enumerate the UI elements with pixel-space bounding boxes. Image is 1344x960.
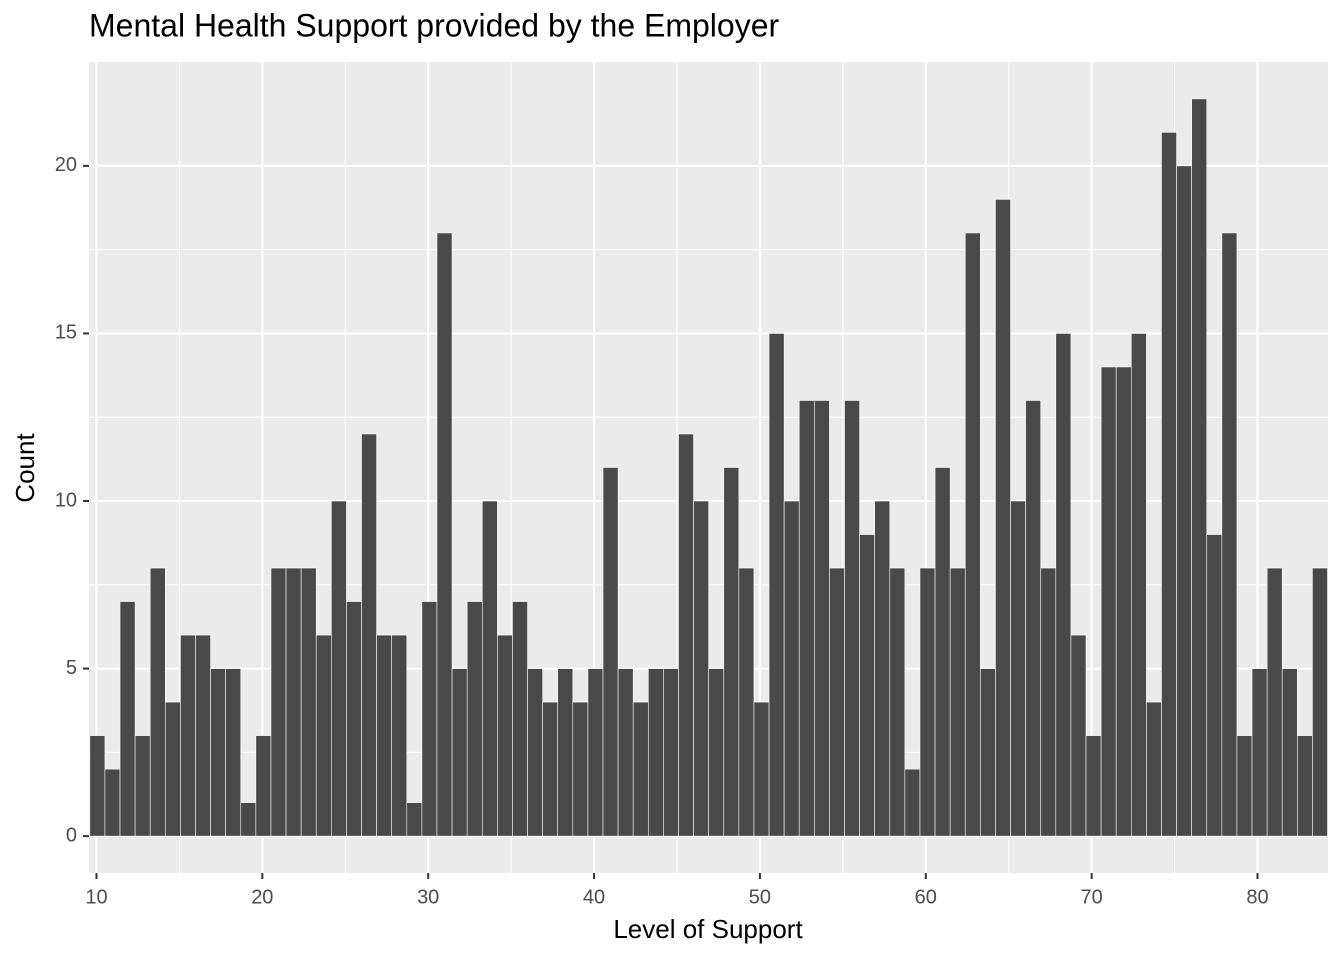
bar — [270, 567, 287, 837]
bar — [542, 701, 559, 837]
bar — [904, 768, 921, 837]
bar — [602, 467, 619, 837]
bar — [1055, 333, 1072, 837]
bar — [753, 701, 770, 837]
bar — [164, 701, 181, 837]
bar — [1040, 567, 1057, 837]
bar — [980, 668, 996, 837]
bar — [934, 467, 951, 837]
bar — [436, 232, 453, 837]
x-tick-label: 40 — [583, 886, 605, 908]
bar — [919, 567, 936, 837]
bar — [1236, 735, 1253, 837]
y-axis-title: Count — [10, 433, 40, 503]
bar — [844, 400, 860, 837]
bar — [497, 634, 513, 837]
bar — [1146, 701, 1162, 837]
bar — [421, 601, 438, 837]
x-tick-label: 20 — [251, 886, 273, 908]
bar — [1070, 634, 1087, 837]
bar — [723, 467, 740, 837]
bar — [391, 634, 408, 837]
bar — [1251, 668, 1268, 837]
bar — [859, 534, 875, 837]
bar — [587, 668, 604, 837]
bar — [134, 735, 151, 837]
y-tick-label: 10 — [55, 489, 77, 511]
bar — [1085, 735, 1102, 837]
bar — [964, 232, 981, 837]
bar — [1176, 165, 1192, 837]
bar — [889, 567, 906, 837]
bar — [995, 199, 1011, 837]
bar — [1206, 534, 1223, 837]
bar — [376, 634, 393, 837]
bar — [104, 768, 121, 837]
bar — [1130, 333, 1147, 837]
bar — [527, 668, 543, 837]
bar — [1266, 567, 1283, 837]
bar — [300, 567, 317, 837]
bar — [647, 668, 664, 837]
bar — [240, 802, 257, 837]
chart-title: Mental Health Support provided by the Em… — [89, 7, 780, 43]
bar — [557, 668, 574, 837]
bar — [210, 668, 226, 837]
bar — [466, 601, 483, 837]
x-tick-label: 60 — [915, 886, 937, 908]
bar — [708, 668, 725, 837]
bar — [315, 634, 332, 837]
bar — [1191, 98, 1208, 837]
bar — [149, 567, 166, 837]
x-tick-label: 80 — [1246, 886, 1268, 908]
bar — [180, 634, 196, 837]
bar — [195, 634, 211, 837]
x-tick-label: 50 — [749, 886, 771, 908]
bar — [481, 500, 498, 837]
bar — [225, 668, 242, 837]
bar — [798, 400, 815, 837]
x-tick-label: 30 — [417, 886, 439, 908]
bar — [451, 668, 468, 837]
y-tick-label: 15 — [55, 322, 77, 344]
y-tick-label: 20 — [55, 154, 77, 176]
bar — [949, 567, 966, 837]
bar — [285, 567, 302, 837]
bar — [1297, 735, 1313, 837]
bar — [693, 500, 709, 837]
x-axis-title: Level of Support — [613, 914, 803, 944]
bar — [572, 701, 589, 837]
bar — [1281, 668, 1298, 837]
bar — [1115, 366, 1132, 837]
bar — [1161, 132, 1177, 837]
bar — [829, 567, 845, 837]
bar — [1100, 366, 1117, 837]
bar — [678, 433, 694, 837]
bar — [1221, 232, 1238, 837]
bar — [331, 500, 347, 837]
bar — [814, 400, 830, 837]
bar — [663, 668, 679, 837]
x-tick-label: 70 — [1081, 886, 1103, 908]
bar — [89, 735, 106, 837]
bar — [406, 802, 423, 837]
x-tick-label: 10 — [85, 886, 107, 908]
bar — [738, 567, 755, 837]
bar — [1312, 567, 1328, 837]
y-tick-label: 0 — [66, 824, 77, 846]
bar — [119, 601, 136, 837]
bar — [512, 601, 528, 837]
bar — [874, 500, 891, 837]
bar — [255, 735, 272, 837]
bar — [768, 333, 785, 837]
bar — [346, 601, 362, 837]
y-tick-label: 5 — [66, 657, 77, 679]
bar — [1010, 500, 1026, 837]
bar — [783, 500, 800, 837]
bar — [361, 433, 377, 837]
bar — [617, 668, 634, 837]
bar — [1025, 400, 1042, 837]
bar — [632, 701, 649, 837]
